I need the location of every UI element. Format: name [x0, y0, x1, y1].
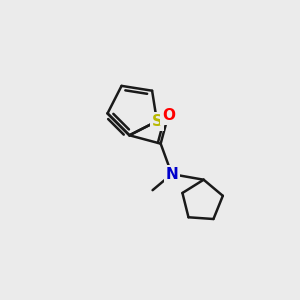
Text: O: O	[162, 108, 175, 123]
Text: S: S	[152, 114, 162, 129]
Text: N: N	[165, 167, 178, 182]
